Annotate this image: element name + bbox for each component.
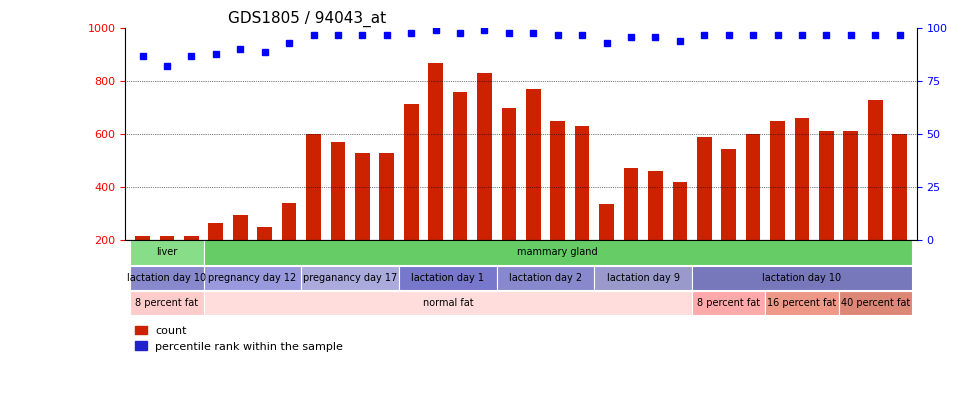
Text: 16 percent fat: 16 percent fat [767, 298, 837, 308]
Bar [502, 108, 516, 240]
Bar [399, 266, 497, 290]
Text: mammary gland: mammary gland [517, 247, 598, 258]
Text: 8 percent fat: 8 percent fat [135, 298, 199, 308]
Bar [839, 291, 912, 315]
Text: lactation day 10: lactation day 10 [762, 273, 841, 283]
Bar [204, 240, 912, 264]
Bar [306, 134, 320, 240]
Text: pregnancy day 12: pregnancy day 12 [208, 273, 296, 283]
Bar [575, 126, 590, 240]
Text: 40 percent fat: 40 percent fat [841, 298, 910, 308]
Bar [208, 223, 223, 240]
Bar [692, 266, 912, 290]
Bar [599, 204, 614, 240]
Bar [526, 89, 540, 240]
Bar [282, 203, 296, 240]
Text: 8 percent fat: 8 percent fat [697, 298, 760, 308]
Text: lactation day 10: lactation day 10 [127, 273, 207, 283]
Bar [746, 134, 760, 240]
Text: lactation day 2: lactation day 2 [509, 273, 582, 283]
Bar [135, 236, 150, 240]
Bar [770, 121, 785, 240]
Bar [204, 291, 692, 315]
Bar [453, 92, 467, 240]
Bar [331, 142, 345, 240]
Bar [233, 215, 248, 240]
Bar [765, 291, 839, 315]
Text: preganancy day 17: preganancy day 17 [303, 273, 398, 283]
Bar [130, 240, 204, 264]
Legend: count, percentile rank within the sample: count, percentile rank within the sample [131, 321, 347, 356]
Text: GDS1805 / 94043_at: GDS1805 / 94043_at [229, 11, 386, 27]
Bar [648, 171, 663, 240]
Text: normal fat: normal fat [423, 298, 473, 308]
Bar [843, 132, 858, 240]
Bar [130, 266, 204, 290]
Bar [477, 73, 492, 240]
Bar [673, 181, 687, 240]
Bar [893, 134, 907, 240]
Bar [258, 226, 272, 240]
Bar [404, 104, 419, 240]
Text: lactation day 1: lactation day 1 [411, 273, 484, 283]
Bar [428, 63, 443, 240]
Bar [301, 266, 399, 290]
Bar [692, 291, 765, 315]
Bar [497, 266, 594, 290]
Bar [794, 118, 810, 240]
Bar [355, 153, 370, 240]
Bar [868, 100, 883, 240]
Bar [184, 236, 199, 240]
Bar [722, 149, 736, 240]
Bar [159, 236, 175, 240]
Bar [550, 121, 565, 240]
Bar [204, 266, 301, 290]
Text: lactation day 9: lactation day 9 [607, 273, 679, 283]
Bar [130, 291, 204, 315]
Bar [594, 266, 692, 290]
Bar [697, 137, 711, 240]
Text: liver: liver [156, 247, 178, 258]
Bar [623, 168, 638, 240]
Bar [819, 132, 834, 240]
Bar [379, 153, 394, 240]
